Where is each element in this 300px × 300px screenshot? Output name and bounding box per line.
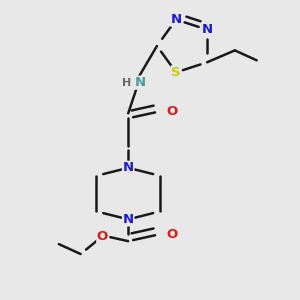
Text: N: N xyxy=(170,13,182,26)
Text: O: O xyxy=(97,230,108,243)
Text: N: N xyxy=(202,23,213,36)
Text: O: O xyxy=(166,228,177,241)
Text: O: O xyxy=(166,105,177,118)
Text: N: N xyxy=(123,213,134,226)
Text: S: S xyxy=(171,66,181,79)
Text: N: N xyxy=(134,76,146,89)
Text: N: N xyxy=(123,161,134,174)
Text: H: H xyxy=(122,78,131,88)
